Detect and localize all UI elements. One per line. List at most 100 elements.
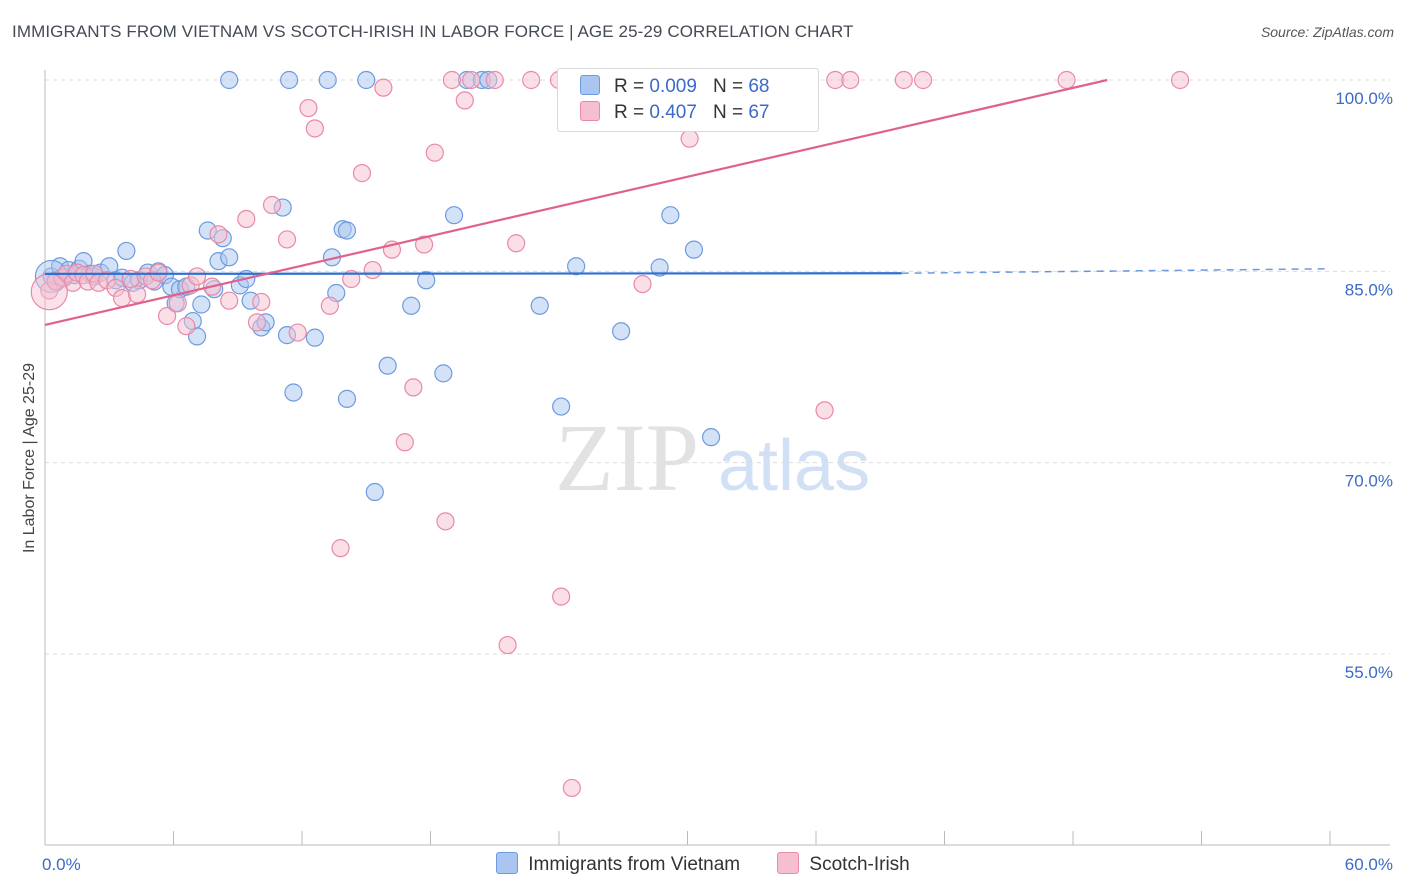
data-point-scotch-irish [498, 635, 517, 655]
data-point-scotch-irish [462, 70, 481, 90]
data-point-scotch-irish [455, 91, 474, 110]
data-point-vietnam [220, 70, 239, 90]
data-point-scotch-irish [363, 260, 382, 280]
data-point-vietnam [701, 428, 721, 447]
data-point-scotch-irish [425, 143, 444, 162]
legend-r-label: R = [614, 76, 645, 97]
data-point-scotch-irish [552, 587, 571, 606]
y-tick-label: 70.0% [1345, 472, 1393, 491]
data-point-scotch-irish [149, 263, 168, 282]
data-point-scotch-irish [894, 70, 913, 90]
data-point-scotch-irish [436, 512, 455, 531]
data-point-vietnam [337, 221, 357, 240]
legend-n-value-blue: 68 [748, 76, 770, 97]
data-point-vietnam [444, 206, 464, 225]
legend-n-label: N = [712, 102, 744, 123]
legend-n-label: N = [712, 76, 744, 97]
legend-label-scotch-irish: Scotch-Irish [809, 854, 910, 875]
x-tick-labels: 0.0% 60.0% [42, 855, 1393, 874]
data-point-scotch-irish [562, 778, 581, 798]
trend-lines [44, 78, 1331, 326]
trend-line-scotch-irish [44, 78, 1108, 326]
data-point-scotch-irish [442, 70, 462, 90]
data-point-vietnam [402, 296, 421, 315]
watermark-atlas: atlas [718, 426, 870, 506]
trend-line-vietnam [44, 272, 902, 275]
watermark-zip: ZIP [555, 404, 699, 511]
data-point-scotch-irish [1057, 70, 1076, 90]
data-point-vietnam [650, 258, 669, 277]
legend-swatch-vietnam [496, 852, 519, 874]
data-point-scotch-irish [522, 70, 541, 90]
data-point-scotch-irish [395, 433, 414, 452]
data-cluster-scotch-irish [30, 273, 68, 311]
data-point-vietnam [612, 322, 631, 341]
y-tick-label: 55.0% [1345, 663, 1393, 682]
y-axis-title: In Labor Force | Age 25-29 [21, 363, 38, 553]
source-credit: Source: ZipAtlas.com [1260, 24, 1394, 40]
data-point-scotch-irish [220, 291, 239, 310]
x-tick-label-max: 60.0% [1345, 855, 1393, 874]
legend-swatch-blue [580, 75, 600, 95]
data-point-vietnam [530, 296, 549, 315]
data-point-scotch-irish [507, 234, 526, 253]
data-point-vietnam [365, 482, 384, 502]
data-point-scotch-irish [252, 292, 271, 312]
data-point-scotch-irish [913, 70, 933, 90]
chart-title: IMMIGRANTS FROM VIETNAM VS SCOTCH-IRISH … [12, 22, 854, 41]
data-point-scotch-irish [414, 235, 434, 254]
data-point-scotch-irish [374, 78, 393, 97]
data-point-scotch-irish [277, 230, 297, 249]
data-point-scotch-irish [320, 296, 339, 315]
legend-row-pink: R = 0.407 N = 67 [580, 101, 769, 127]
data-point-scotch-irish [633, 274, 652, 294]
data-point-scotch-irish [237, 209, 256, 229]
data-point-scotch-irish [168, 294, 187, 313]
data-point-scotch-irish [157, 306, 177, 326]
data-point-scotch-irish [331, 539, 350, 558]
data-point-scotch-irish [187, 267, 207, 286]
legend-r-value-pink: 0.407 [649, 102, 697, 123]
data-point-vietnam [434, 364, 453, 383]
legend-item-scotch-irish[interactable]: Scotch-Irish [777, 852, 910, 876]
data-point-vietnam [318, 70, 337, 90]
data-point-vietnam [552, 397, 571, 416]
data-point-scotch-irish [841, 70, 860, 90]
data-point-scotch-irish [112, 289, 132, 308]
data-point-scotch-irish [247, 313, 267, 332]
y-tick-labels: 55.0% 70.0% 85.0% 100.0% [1335, 89, 1393, 682]
series-legend: Immigrants from Vietnam Scotch-Irish [0, 852, 1406, 876]
data-point-scotch-irish [305, 119, 324, 138]
data-point-scotch-irish [680, 129, 699, 148]
stats-legend: R = 0.009 N = 68 R = 0.407 N = 67 [557, 68, 819, 132]
data-point-vietnam [661, 206, 680, 225]
data-point-scotch-irish [177, 317, 196, 336]
legend-n-value-pink: 67 [748, 102, 770, 123]
data-point-scotch-irish [288, 323, 307, 342]
data-point-scotch-irish [299, 98, 318, 118]
data-point-scotch-irish [404, 378, 423, 397]
data-point-vietnam [220, 248, 239, 267]
data-point-scotch-irish [485, 70, 504, 90]
data-point-vietnam [378, 356, 397, 375]
y-tick-label: 85.0% [1345, 280, 1393, 299]
data-point-vietnam [284, 383, 303, 402]
data-point-scotch-irish [1170, 70, 1190, 90]
legend-r-value-blue: 0.009 [649, 76, 697, 97]
data-point-vietnam [280, 70, 299, 90]
axes [44, 70, 1390, 846]
data-point-vietnam [567, 257, 586, 276]
grid-lines [45, 79, 1390, 655]
legend-label-vietnam: Immigrants from Vietnam [528, 854, 741, 875]
trend-line-vietnam-extension [901, 268, 1331, 274]
data-point-scotch-irish [352, 164, 372, 183]
legend-swatch-scotch-irish [777, 852, 800, 874]
legend-item-vietnam[interactable]: Immigrants from Vietnam [496, 852, 740, 876]
data-point-scotch-irish [815, 401, 834, 420]
watermark: ZIP atlas [555, 404, 870, 511]
data-point-vietnam [684, 240, 704, 259]
y-tick-label: 100.0% [1335, 89, 1393, 108]
legend-r-label: R = [614, 102, 645, 123]
data-point-vietnam [305, 328, 324, 347]
data-point-scotch-irish [262, 195, 282, 215]
